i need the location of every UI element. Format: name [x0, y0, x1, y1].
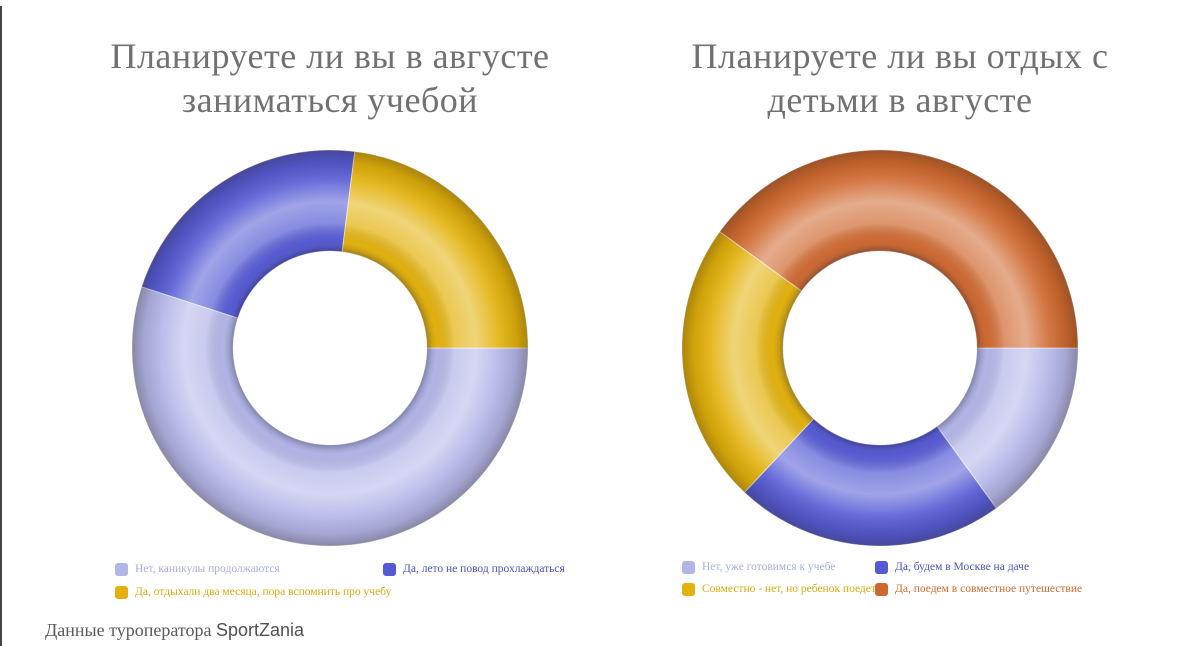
source-note-text: Данные туроператора — [45, 620, 217, 640]
legend-item-yes-joint-trip[interactable]: Да, поедем в совместное путешествие — [875, 583, 1082, 596]
chart-title-line2: заниматься учебой — [181, 80, 479, 120]
legend-item-no-holidays-continue[interactable]: Нет, каникулы продолжаются — [115, 563, 280, 576]
legend-item-no-preparing-for-school[interactable]: Нет, уже готовимся к учебе — [682, 561, 835, 574]
legend-label: Да, отдыхали два месяца, пора вспомнить … — [135, 586, 392, 598]
legend-label: Да, будем в Москве на даче — [895, 561, 1030, 573]
chart-title-line2: детьми в августе — [767, 80, 1033, 120]
legend-item-jointly-no-child-goes[interactable]: Совместно - нет, но ребенок поедет — [682, 583, 876, 596]
legend-swatch-icon — [875, 583, 888, 596]
donut-shading-overlay — [682, 150, 1078, 546]
legend-swatch-icon — [682, 583, 695, 596]
legend-label: Нет, уже готовимся к учебе — [702, 561, 836, 573]
legend-item-yes-moscow-dacha[interactable]: Да, будем в Москве на даче — [875, 561, 1029, 574]
chart-title-line1: Планируете ли вы отдых с — [691, 36, 1109, 76]
legend-swatch-icon — [875, 561, 888, 574]
donut-shading-overlay — [132, 150, 528, 546]
legend-item-yes-summer-no-excuse[interactable]: Да, лето не повод прохлаждаться — [383, 563, 565, 576]
legend-swatch-icon — [115, 586, 128, 599]
legend-item-yes-rested-two-months[interactable]: Да, отдыхали два месяца, пора вспомнить … — [115, 586, 391, 599]
legend-label: Нет, каникулы продолжаются — [135, 563, 280, 575]
legend-swatch-icon — [383, 563, 396, 576]
chart-title-study: Планируете ли вы в августе заниматься уч… — [70, 34, 590, 122]
chart-title-vacation: Планируете ли вы отдых с детьми в август… — [640, 34, 1160, 122]
legend-label: Да, поедем в совместное путешествие — [895, 583, 1083, 595]
brand-sportzania: SportZania — [216, 620, 305, 640]
legend-swatch-icon — [115, 563, 128, 576]
source-note: Данные туроператора SportZania — [45, 620, 304, 641]
legend-label: Совместно - нет, но ребенок поедет — [702, 583, 876, 595]
left-border-line — [0, 6, 2, 646]
chart-title-line1: Планируете ли вы в августе — [110, 36, 550, 76]
legend-swatch-icon — [682, 561, 695, 574]
legend-label: Да, лето не повод прохлаждаться — [403, 563, 565, 575]
